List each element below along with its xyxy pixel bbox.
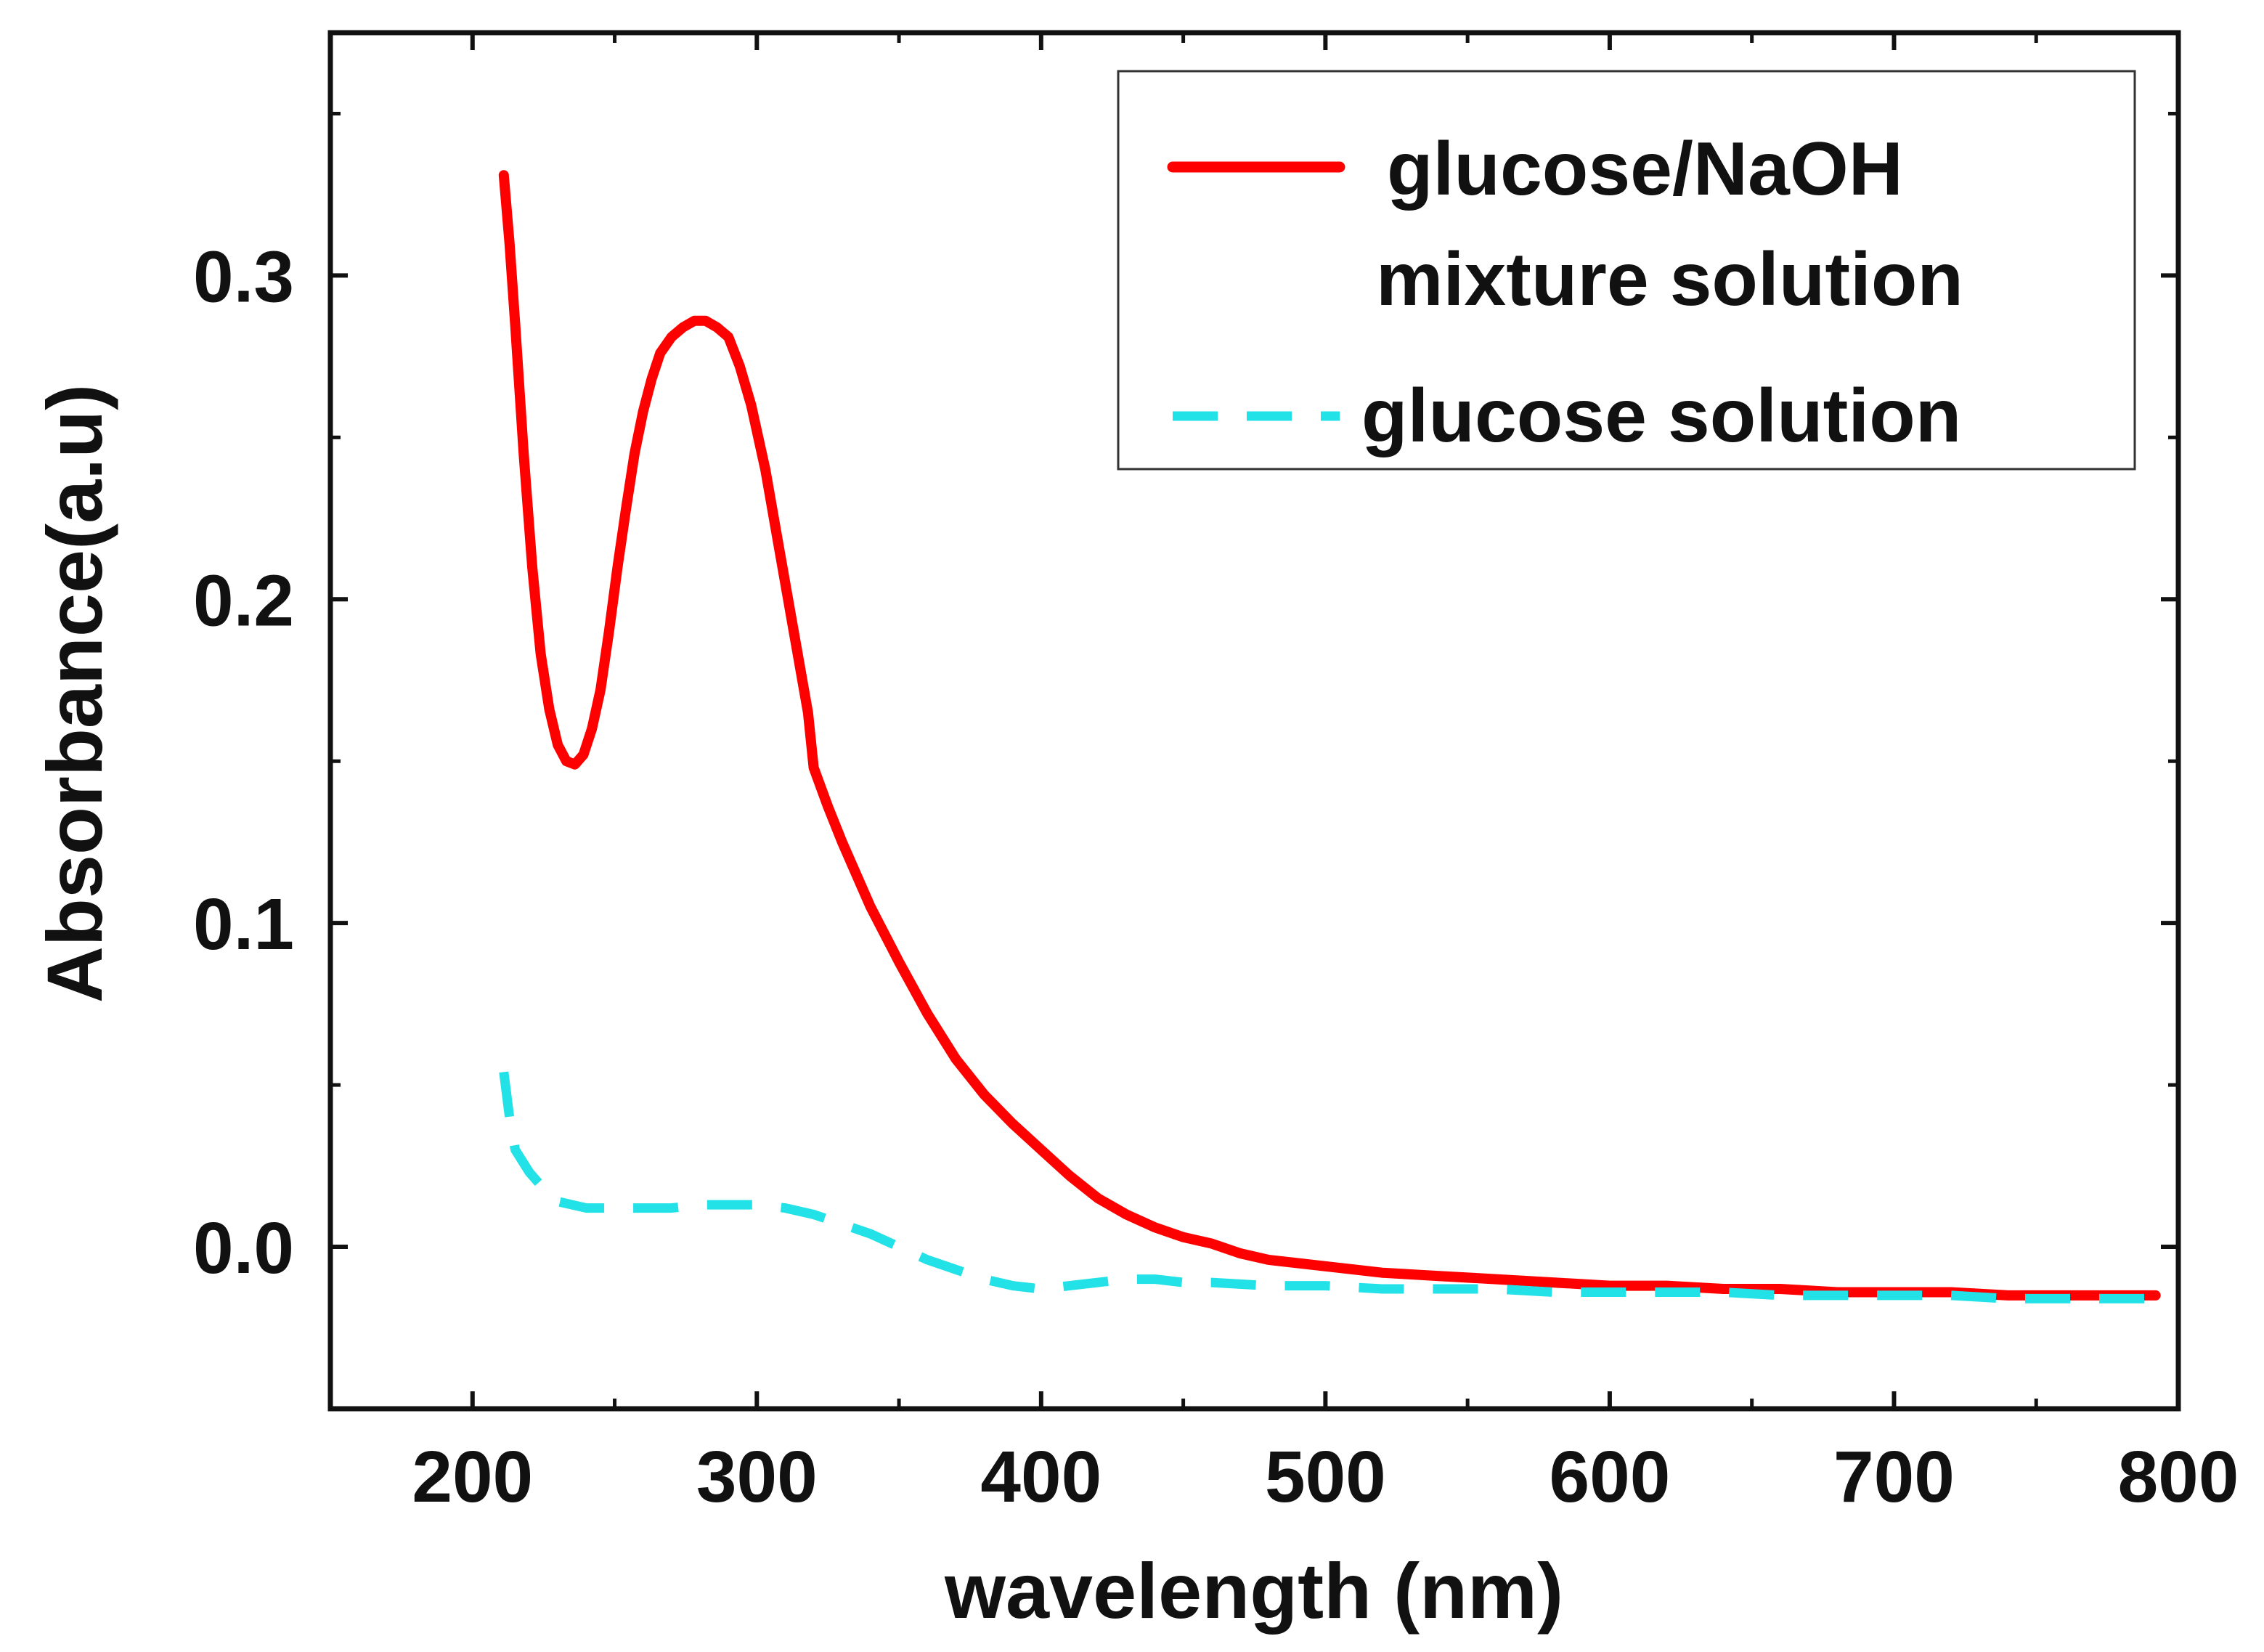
legend-label-mixture-line2: mixture solution (1376, 237, 1963, 322)
x-tick-label: 700 (1833, 1436, 1955, 1518)
y-tick-label: 0.1 (193, 884, 294, 965)
y-tick-label: 0.2 (193, 560, 294, 641)
x-tick-label: 800 (2118, 1436, 2239, 1518)
x-tick-label: 500 (1265, 1436, 1386, 1518)
y-tick-label: 0.0 (193, 1208, 294, 1289)
y-tick-label: 0.3 (193, 236, 294, 317)
x-axis-title: wavelength (nm) (944, 1547, 1563, 1635)
y-axis-ticks: 0.0 0.1 0.2 0.3 (193, 111, 2178, 1411)
x-tick-label: 400 (980, 1436, 1102, 1518)
legend-label-glucose: glucose solution (1361, 374, 1961, 458)
x-tick-label: 600 (1549, 1436, 1670, 1518)
legend-label-mixture-line1: glucose/NaOH (1387, 127, 1903, 211)
legend: glucose/NaOH mixture solution glucose so… (1117, 70, 2136, 471)
series-line-glucose (499, 1071, 2156, 1303)
legend-box (1117, 70, 2136, 471)
x-tick-label: 300 (696, 1436, 818, 1518)
x-tick-label: 200 (412, 1436, 533, 1518)
y-axis-title: Absorbance(a.u) (30, 384, 118, 1003)
series-layer (498, 170, 2161, 1303)
plot-frame (327, 30, 2181, 1412)
x-axis-ticks: 200 300 400 500 600 700 800 (328, 33, 2239, 1518)
series-line-mixture (498, 170, 2161, 1301)
